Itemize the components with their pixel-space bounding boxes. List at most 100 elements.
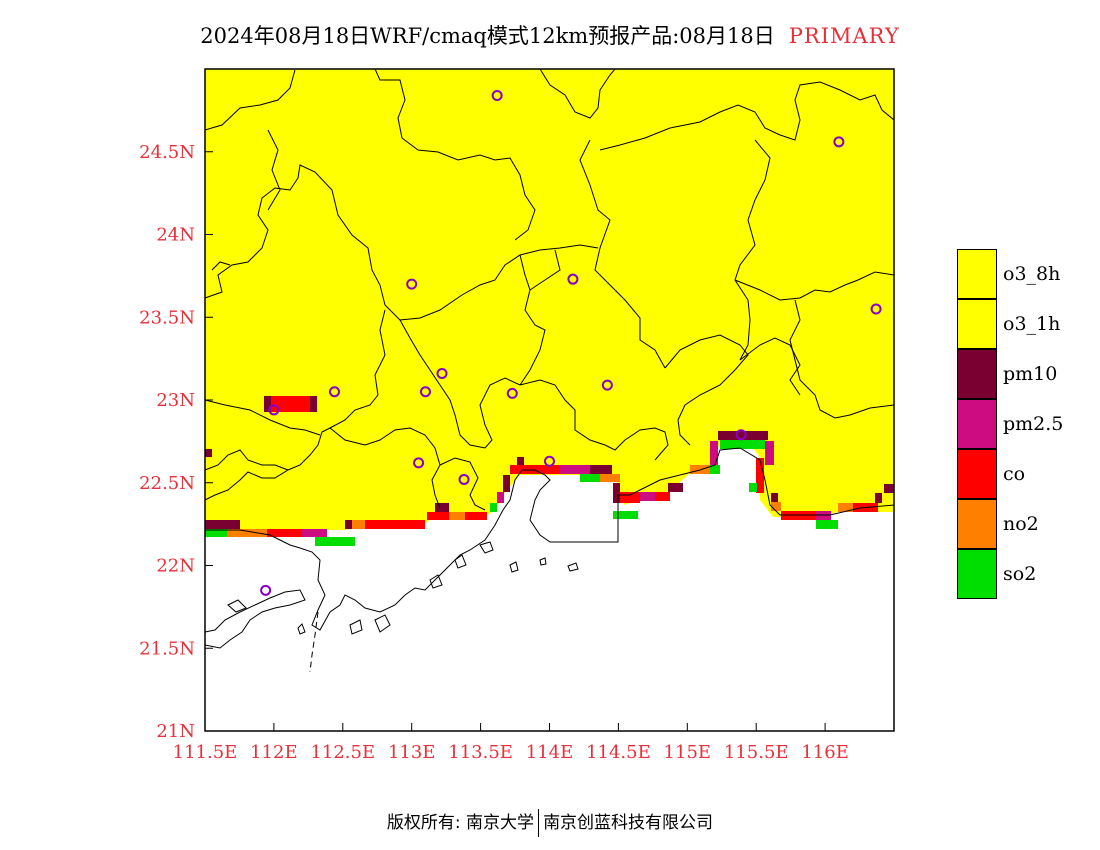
cell-pm25 bbox=[302, 529, 327, 537]
legend-item: o3_1h bbox=[957, 299, 1100, 349]
station-marker[interactable] bbox=[268, 404, 280, 416]
legend-item: co bbox=[957, 449, 1100, 499]
boundary bbox=[789, 299, 895, 419]
y-tick-label: 21.5N bbox=[139, 638, 195, 659]
boundary bbox=[374, 68, 536, 241]
coastline bbox=[205, 447, 895, 631]
cell-no2 bbox=[227, 529, 267, 537]
x-tick-label: 114.5E bbox=[586, 742, 651, 763]
cell-so2 bbox=[749, 483, 757, 492]
island bbox=[297, 623, 306, 635]
x-tick-label: 113.5E bbox=[448, 742, 513, 763]
station-marker[interactable] bbox=[260, 584, 272, 596]
pollutant-fill-o3 bbox=[205, 69, 894, 530]
station-marker[interactable] bbox=[735, 429, 747, 441]
x-tick-label: 114E bbox=[526, 742, 574, 763]
boundaries bbox=[204, 68, 895, 673]
island bbox=[374, 614, 391, 633]
legend-label: so2 bbox=[1003, 563, 1037, 585]
cell-co bbox=[620, 492, 640, 503]
cell-no2 bbox=[345, 520, 365, 529]
legend-item: so2 bbox=[957, 549, 1100, 599]
station-marker[interactable] bbox=[458, 473, 470, 485]
cell-pm25 bbox=[640, 492, 655, 501]
cell-pm10 bbox=[517, 457, 524, 465]
cell-co bbox=[510, 465, 600, 474]
boundary bbox=[204, 164, 599, 321]
legend: o3_8h o3_1h pm10 pm2.5 co no2 so2 bbox=[957, 249, 1100, 599]
title-main: 2024年08月18日WRF/cmaq模式12km预报产品:08月18日 bbox=[200, 24, 775, 48]
y-tick-label: 22.5N bbox=[139, 473, 195, 494]
cell-pm10 bbox=[875, 493, 882, 503]
legend-swatch bbox=[957, 549, 997, 599]
station-marker[interactable] bbox=[601, 379, 613, 391]
cell-so2 bbox=[816, 520, 838, 529]
legend-item: o3_8h bbox=[957, 249, 1100, 299]
x-tick-label: 116E bbox=[801, 742, 849, 763]
island bbox=[429, 574, 443, 589]
station-marker[interactable] bbox=[567, 273, 579, 285]
boundary-dashed bbox=[309, 611, 319, 673]
legend-swatch bbox=[957, 349, 997, 399]
cell-pm10 bbox=[884, 484, 894, 493]
axis-ticks: 111.5E 112E 112.5E 113E 113.5E 114E 114.5E 115E… bbox=[139, 142, 849, 763]
coastline-west bbox=[204, 589, 306, 649]
legend-label: co bbox=[1003, 463, 1026, 485]
cell-so2 bbox=[490, 503, 497, 512]
cell-pm10 bbox=[613, 483, 620, 503]
legend-label: o3_8h bbox=[1003, 263, 1061, 285]
cell-pm10 bbox=[668, 483, 683, 492]
y-tick-label: 24N bbox=[156, 225, 195, 246]
station-marker[interactable] bbox=[413, 457, 425, 469]
station-marker[interactable] bbox=[870, 303, 882, 315]
station-marker[interactable] bbox=[406, 278, 418, 290]
station-marker[interactable] bbox=[491, 89, 503, 101]
cell-pm25 bbox=[710, 441, 718, 465]
boundary bbox=[539, 68, 616, 119]
x-tick-label: 112.5E bbox=[310, 742, 375, 763]
station-marker[interactable] bbox=[436, 368, 448, 380]
legend-item: pm10 bbox=[957, 349, 1100, 399]
cell-no2 bbox=[838, 503, 853, 512]
legend-label: o3_1h bbox=[1003, 313, 1061, 335]
x-tick-label: 112E bbox=[250, 742, 298, 763]
boundary bbox=[204, 309, 386, 501]
cell-pm10 bbox=[205, 520, 240, 529]
station-marker[interactable] bbox=[833, 136, 845, 148]
boundary bbox=[734, 271, 895, 301]
cell-so2 bbox=[315, 537, 355, 546]
boundary bbox=[267, 129, 281, 211]
island bbox=[509, 561, 519, 573]
legend-label: pm2.5 bbox=[1003, 413, 1064, 435]
cell-co bbox=[756, 458, 764, 493]
cell-co bbox=[271, 396, 311, 412]
boundary bbox=[204, 69, 296, 131]
x-tick-label: 115E bbox=[664, 742, 712, 763]
cell-so2 bbox=[580, 474, 600, 482]
cell-so2 bbox=[205, 529, 227, 537]
legend-label: no2 bbox=[1003, 513, 1039, 535]
boundary bbox=[204, 449, 289, 471]
copyright-footer: 版权所有: 南京大学 南京创蓝科技有限公司 bbox=[0, 808, 1100, 837]
station-marker[interactable] bbox=[544, 455, 555, 467]
station-marker[interactable] bbox=[506, 387, 518, 399]
station-marker[interactable] bbox=[419, 386, 431, 398]
boundary bbox=[329, 427, 441, 509]
cell-pm10 bbox=[264, 396, 271, 412]
cell-pm10 bbox=[345, 520, 352, 529]
boundary bbox=[579, 139, 666, 369]
boundary bbox=[739, 337, 801, 396]
boundary bbox=[734, 139, 771, 361]
y-tick-label: 23.5N bbox=[139, 307, 195, 328]
boundary bbox=[399, 319, 669, 461]
cell-no2 bbox=[771, 502, 781, 511]
cell-pm10 bbox=[205, 449, 212, 457]
cell-so2 bbox=[710, 465, 720, 474]
boundary bbox=[204, 399, 321, 436]
islands bbox=[227, 541, 579, 635]
cell-co bbox=[365, 520, 425, 529]
station-marker[interactable] bbox=[329, 386, 341, 398]
cell-pm10 bbox=[771, 493, 778, 502]
legend-item: pm2.5 bbox=[957, 399, 1100, 449]
